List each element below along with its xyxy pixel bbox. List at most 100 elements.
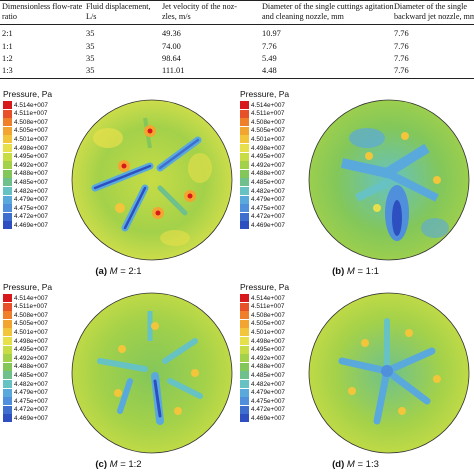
legend-level-label: 4.485e+007	[251, 371, 285, 379]
legend-swatch	[240, 380, 249, 388]
legend-level-label: 4.482e+007	[251, 187, 285, 195]
legend-swatch	[3, 204, 12, 213]
legend-swatch	[3, 380, 12, 388]
legend-level-label: 4.498e+007	[14, 144, 48, 152]
legend-swatch	[240, 345, 249, 354]
legend-swatch	[3, 362, 12, 371]
legend-level-label: 4.511e+007	[14, 303, 48, 311]
legend-level-label: 4.488e+007	[14, 363, 48, 371]
legend-swatch	[240, 187, 249, 195]
legend-swatch	[3, 302, 12, 311]
legend-level-label: 4.514e+007	[14, 294, 48, 302]
caption-b: (b) M = 1:1	[237, 266, 474, 277]
table-header-fluid-displacement: Fluid displacement, L/s	[86, 2, 151, 22]
legend-swatch	[3, 135, 12, 144]
caption-label: (a)	[95, 266, 107, 277]
table-cell: 74.00	[162, 42, 181, 51]
legend-swatch	[3, 388, 12, 397]
caption-value: = 1:2	[117, 459, 142, 470]
legend-swatch	[240, 354, 249, 363]
legend-level-label: 4.469e+007	[251, 221, 285, 229]
legend-level-label: 4.511e+007	[251, 110, 285, 118]
legend-level-label: 4.479e+007	[251, 389, 285, 397]
caption-label: (c)	[95, 459, 107, 470]
table-cell: 1:1	[2, 42, 13, 51]
legend-level-label: 4.479e+007	[251, 196, 285, 204]
legend-level-label: 4.475e+007	[14, 397, 48, 405]
legend-level-label: 4.479e+007	[14, 389, 48, 397]
legend-swatch	[3, 397, 12, 406]
legend-level-label: 4.475e+007	[251, 204, 285, 212]
caption-variable: M	[109, 266, 118, 277]
legend-swatch	[3, 144, 12, 152]
legend-swatch	[3, 354, 12, 363]
legend-swatch	[3, 328, 12, 337]
table-cell: 49.36	[162, 29, 181, 38]
caption-c: (c) M = 1:2	[0, 459, 237, 470]
caption-variable: M	[346, 266, 355, 277]
pressure-contour-b	[308, 99, 470, 261]
table-header-rule	[0, 24, 474, 25]
table-cell: 7.76	[394, 66, 409, 75]
table-cell: 7.76	[394, 29, 409, 38]
legend-level-label: 4.469e+007	[251, 414, 285, 422]
legend-swatch	[240, 169, 249, 178]
legend-level-label: 4.469e+007	[14, 414, 48, 422]
table-top-rule	[0, 0, 474, 1]
pressure-contour-d	[308, 292, 470, 454]
legend-swatch	[240, 362, 249, 371]
legend-swatch	[3, 101, 12, 109]
legend-swatch	[3, 221, 12, 230]
caption-label: (b)	[332, 266, 345, 277]
table-cell: 1:2	[2, 54, 13, 63]
table-cell: 35	[86, 42, 95, 51]
table-cell: 7.76	[262, 42, 277, 51]
header-line: and cleaning nozzle, mm	[262, 12, 344, 21]
table-header-agitation-nozzle-diameter: Diameter of the single cuttings agitatio…	[262, 2, 394, 22]
legend-level-label: 4.505e+007	[251, 127, 285, 135]
legend-swatch	[3, 319, 12, 328]
table-cell: 7.76	[394, 42, 409, 51]
header-line: zles, m/s	[162, 12, 191, 21]
legend-level-label: 4.495e+007	[14, 346, 48, 354]
legend-level-label: 4.514e+007	[14, 101, 48, 109]
legend-swatch	[3, 212, 12, 221]
legend-swatch	[3, 178, 12, 187]
legend-level-label: 4.514e+007	[251, 294, 285, 302]
legend-level-label: 4.501e+007	[14, 328, 48, 336]
legend-swatch	[240, 311, 249, 320]
header-line: ratio	[2, 12, 18, 21]
legend-swatch	[3, 311, 12, 320]
legend-swatch	[3, 337, 12, 345]
legend-swatch	[240, 319, 249, 328]
table-cell: 2:1	[2, 29, 13, 38]
legend-swatch	[3, 126, 12, 135]
legend-level-label: 4.495e+007	[14, 153, 48, 161]
legend-level-label: 4.482e+007	[14, 187, 48, 195]
legend-swatch	[3, 161, 12, 170]
figure-panel-c	[0, 281, 237, 454]
legend-level-label: 4.498e+007	[14, 337, 48, 345]
legend-swatch	[240, 161, 249, 170]
legend-level-label: 4.469e+007	[14, 221, 48, 229]
legend-level-label: 4.514e+007	[251, 101, 285, 109]
legend-level-label: 4.492e+007	[14, 354, 48, 362]
header-line: Dimensionless flow-rate	[2, 2, 83, 11]
legend-swatch	[3, 345, 12, 354]
table-header-jet-velocity: Jet velocity of the noz- zles, m/s	[162, 2, 237, 22]
legend-swatch	[240, 302, 249, 311]
legend-level-label: 4.505e+007	[14, 127, 48, 135]
caption-a: (a) M = 2:1	[0, 266, 237, 277]
legend-level-label: 4.498e+007	[251, 144, 285, 152]
legend-swatch	[240, 294, 249, 302]
header-line: Diameter of the single cuttings agitatio…	[262, 2, 394, 11]
legend-swatch	[240, 405, 249, 414]
table-header-backward-nozzle-diameter: Diameter of the single backward jet nozz…	[394, 2, 474, 22]
table-cell: 7.76	[394, 54, 409, 63]
legend-swatch	[240, 328, 249, 337]
legend-level-label: 4.485e+007	[14, 178, 48, 186]
legend-swatch	[240, 337, 249, 345]
legend-swatch	[240, 109, 249, 118]
legend-swatch	[240, 397, 249, 406]
figure-panel-d	[237, 281, 474, 454]
